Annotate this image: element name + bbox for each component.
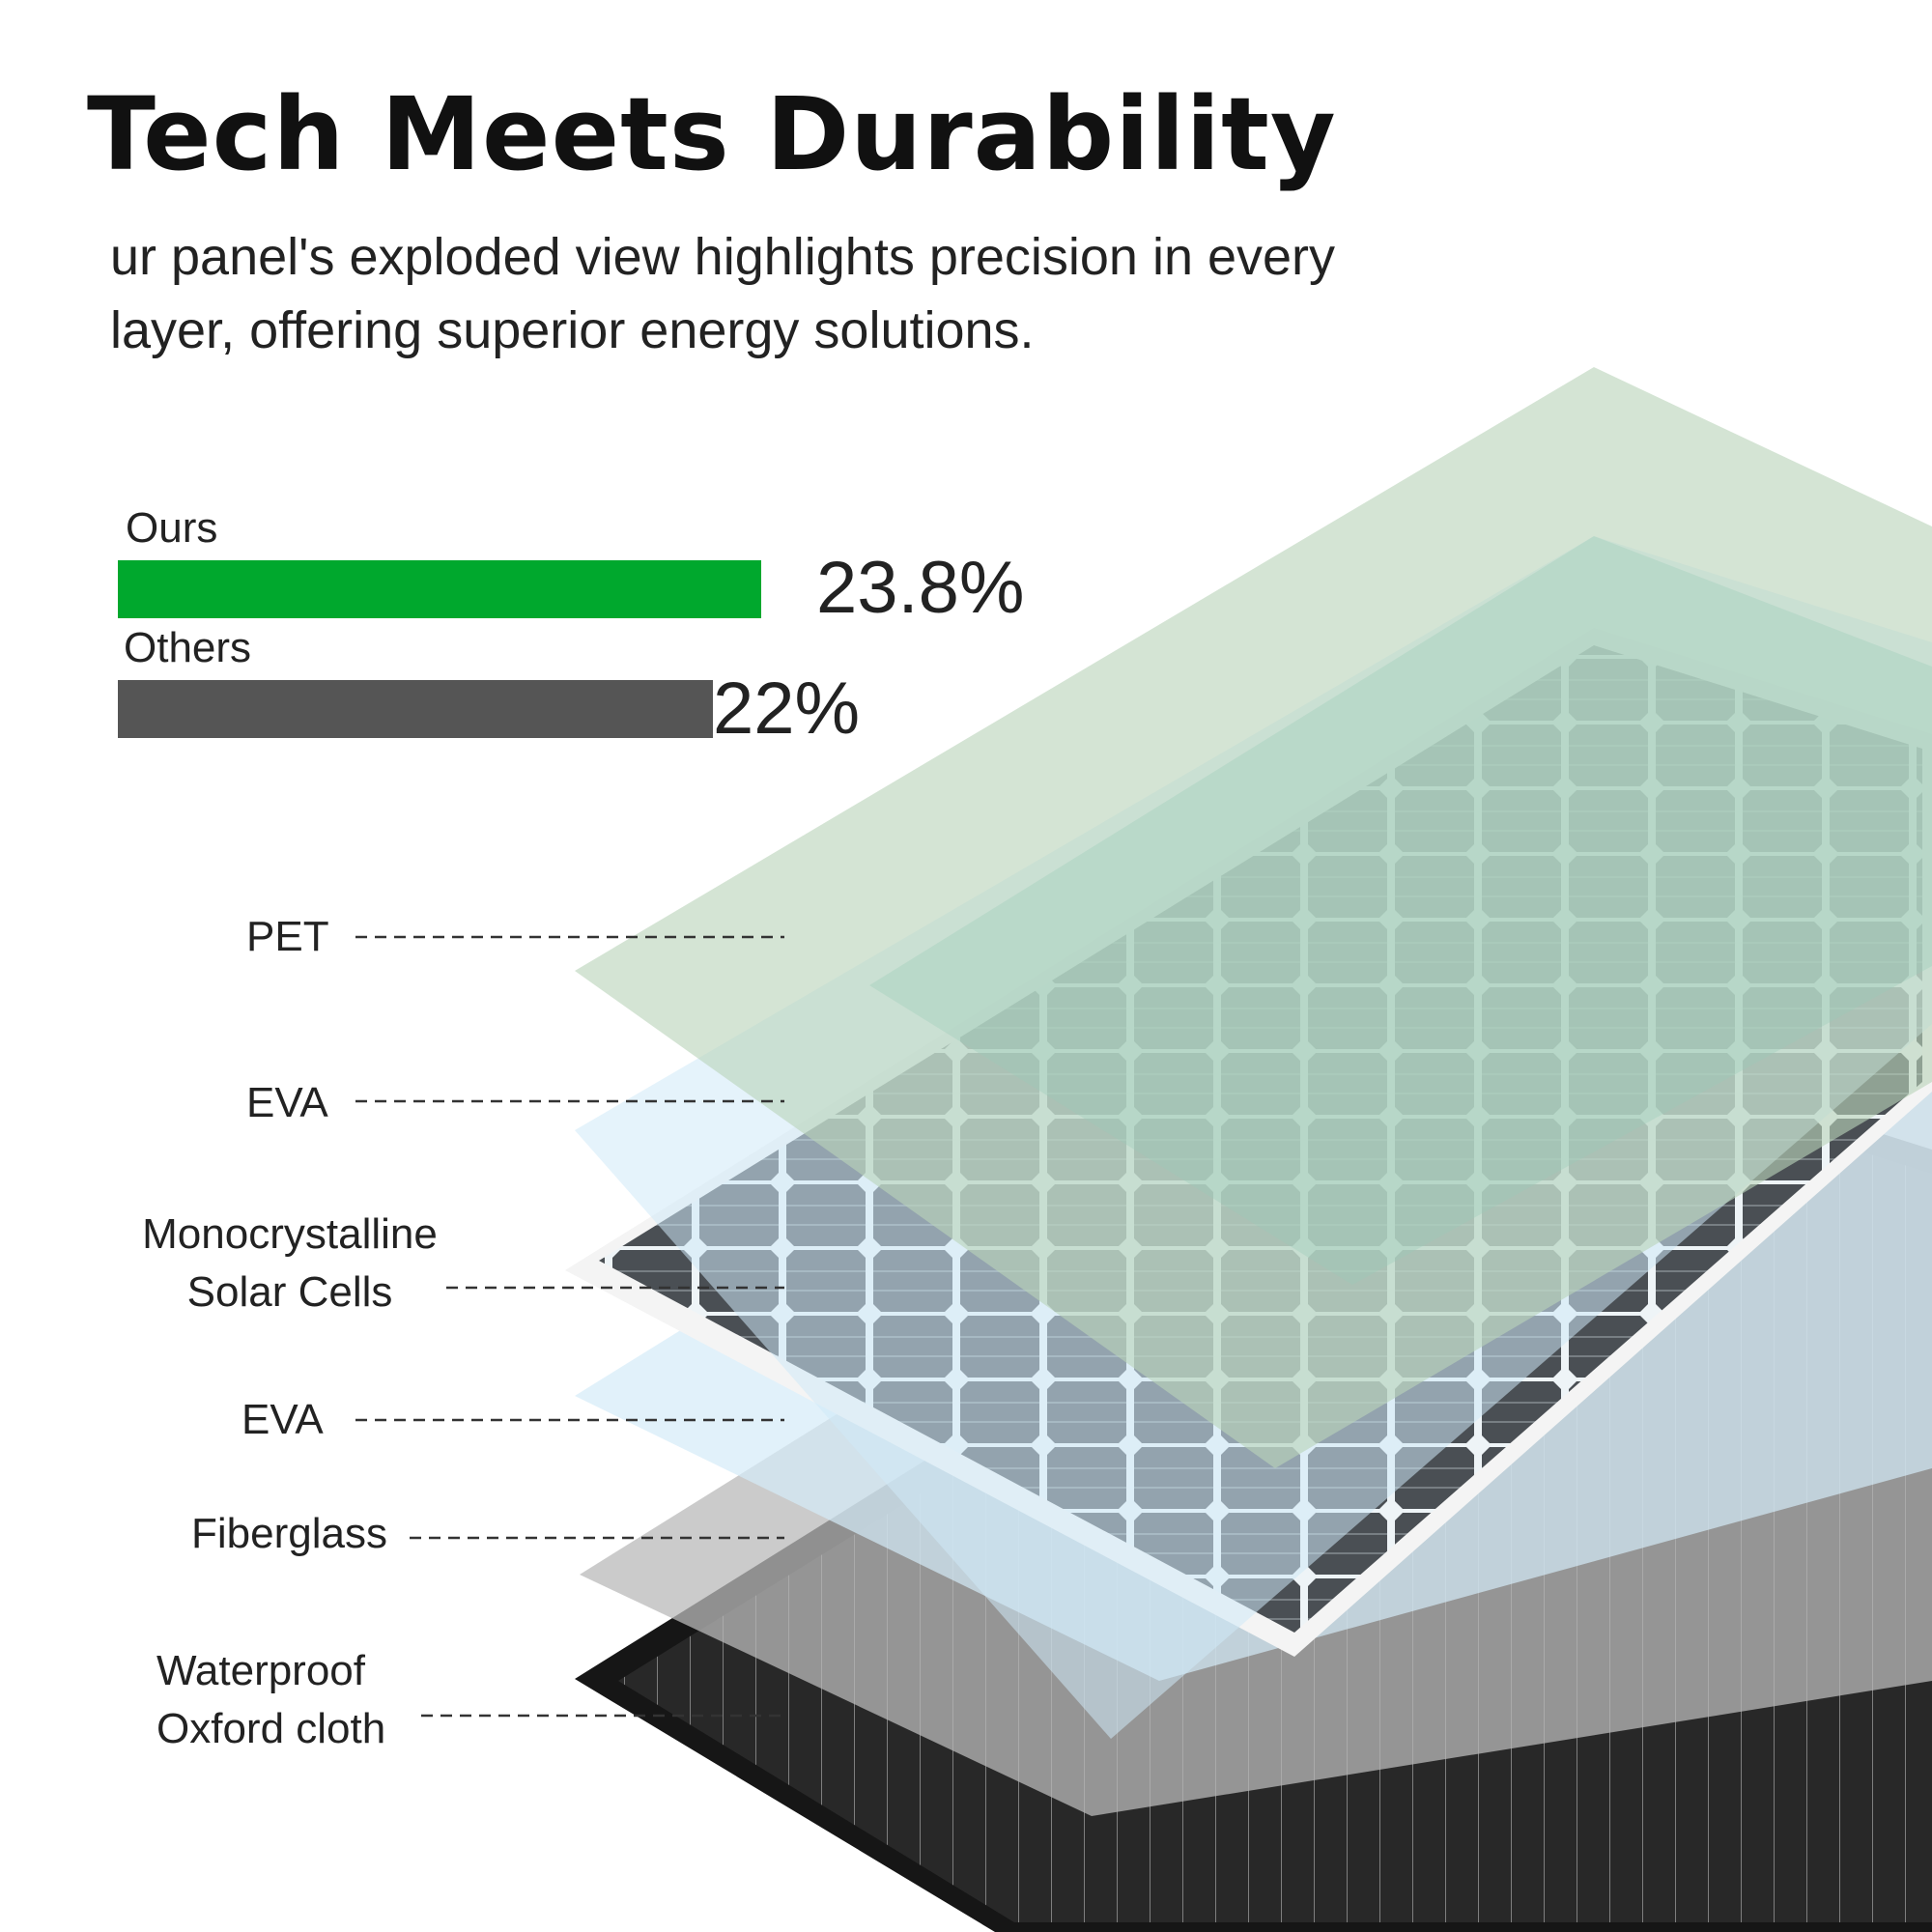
layer-label-eva-lower: EVA xyxy=(242,1391,324,1449)
pet-inner-sheen xyxy=(869,536,1932,1285)
layer-label-fiberglass: Fiberglass xyxy=(191,1505,387,1563)
others-efficiency-value: 22% xyxy=(713,668,861,750)
layer-label-text: Fiberglass xyxy=(191,1510,387,1557)
pet-layer xyxy=(575,367,1932,1468)
layer-label-text: EVA xyxy=(242,1396,324,1443)
layer-label-pet: PET xyxy=(246,908,329,966)
layer-label-solar-cells: Monocrystalline Solar Cells xyxy=(126,1206,454,1321)
layer-label-eva-upper: EVA xyxy=(246,1074,328,1132)
layer-label-line-2: Oxford cloth xyxy=(156,1705,386,1752)
ours-efficiency-value: 23.8% xyxy=(816,547,1025,629)
page-subtitle: ur panel's exploded view highlights prec… xyxy=(110,228,1336,359)
layer-label-text: EVA xyxy=(246,1079,328,1126)
page-title: Tech Meets Durability xyxy=(87,75,1337,193)
others-label: Others xyxy=(124,624,252,671)
layer-label-text: PET xyxy=(246,913,329,960)
layer-label-line-2: Solar Cells xyxy=(186,1268,393,1316)
layer-label-oxford-cloth: Waterproof Oxford cloth xyxy=(156,1642,385,1758)
layer-label-line-1: Monocrystalline xyxy=(142,1210,438,1258)
ours-efficiency-bar xyxy=(118,560,762,618)
ours-label: Ours xyxy=(126,504,218,552)
layer-label-line-1: Waterproof xyxy=(156,1647,366,1694)
others-efficiency-bar xyxy=(118,680,713,738)
